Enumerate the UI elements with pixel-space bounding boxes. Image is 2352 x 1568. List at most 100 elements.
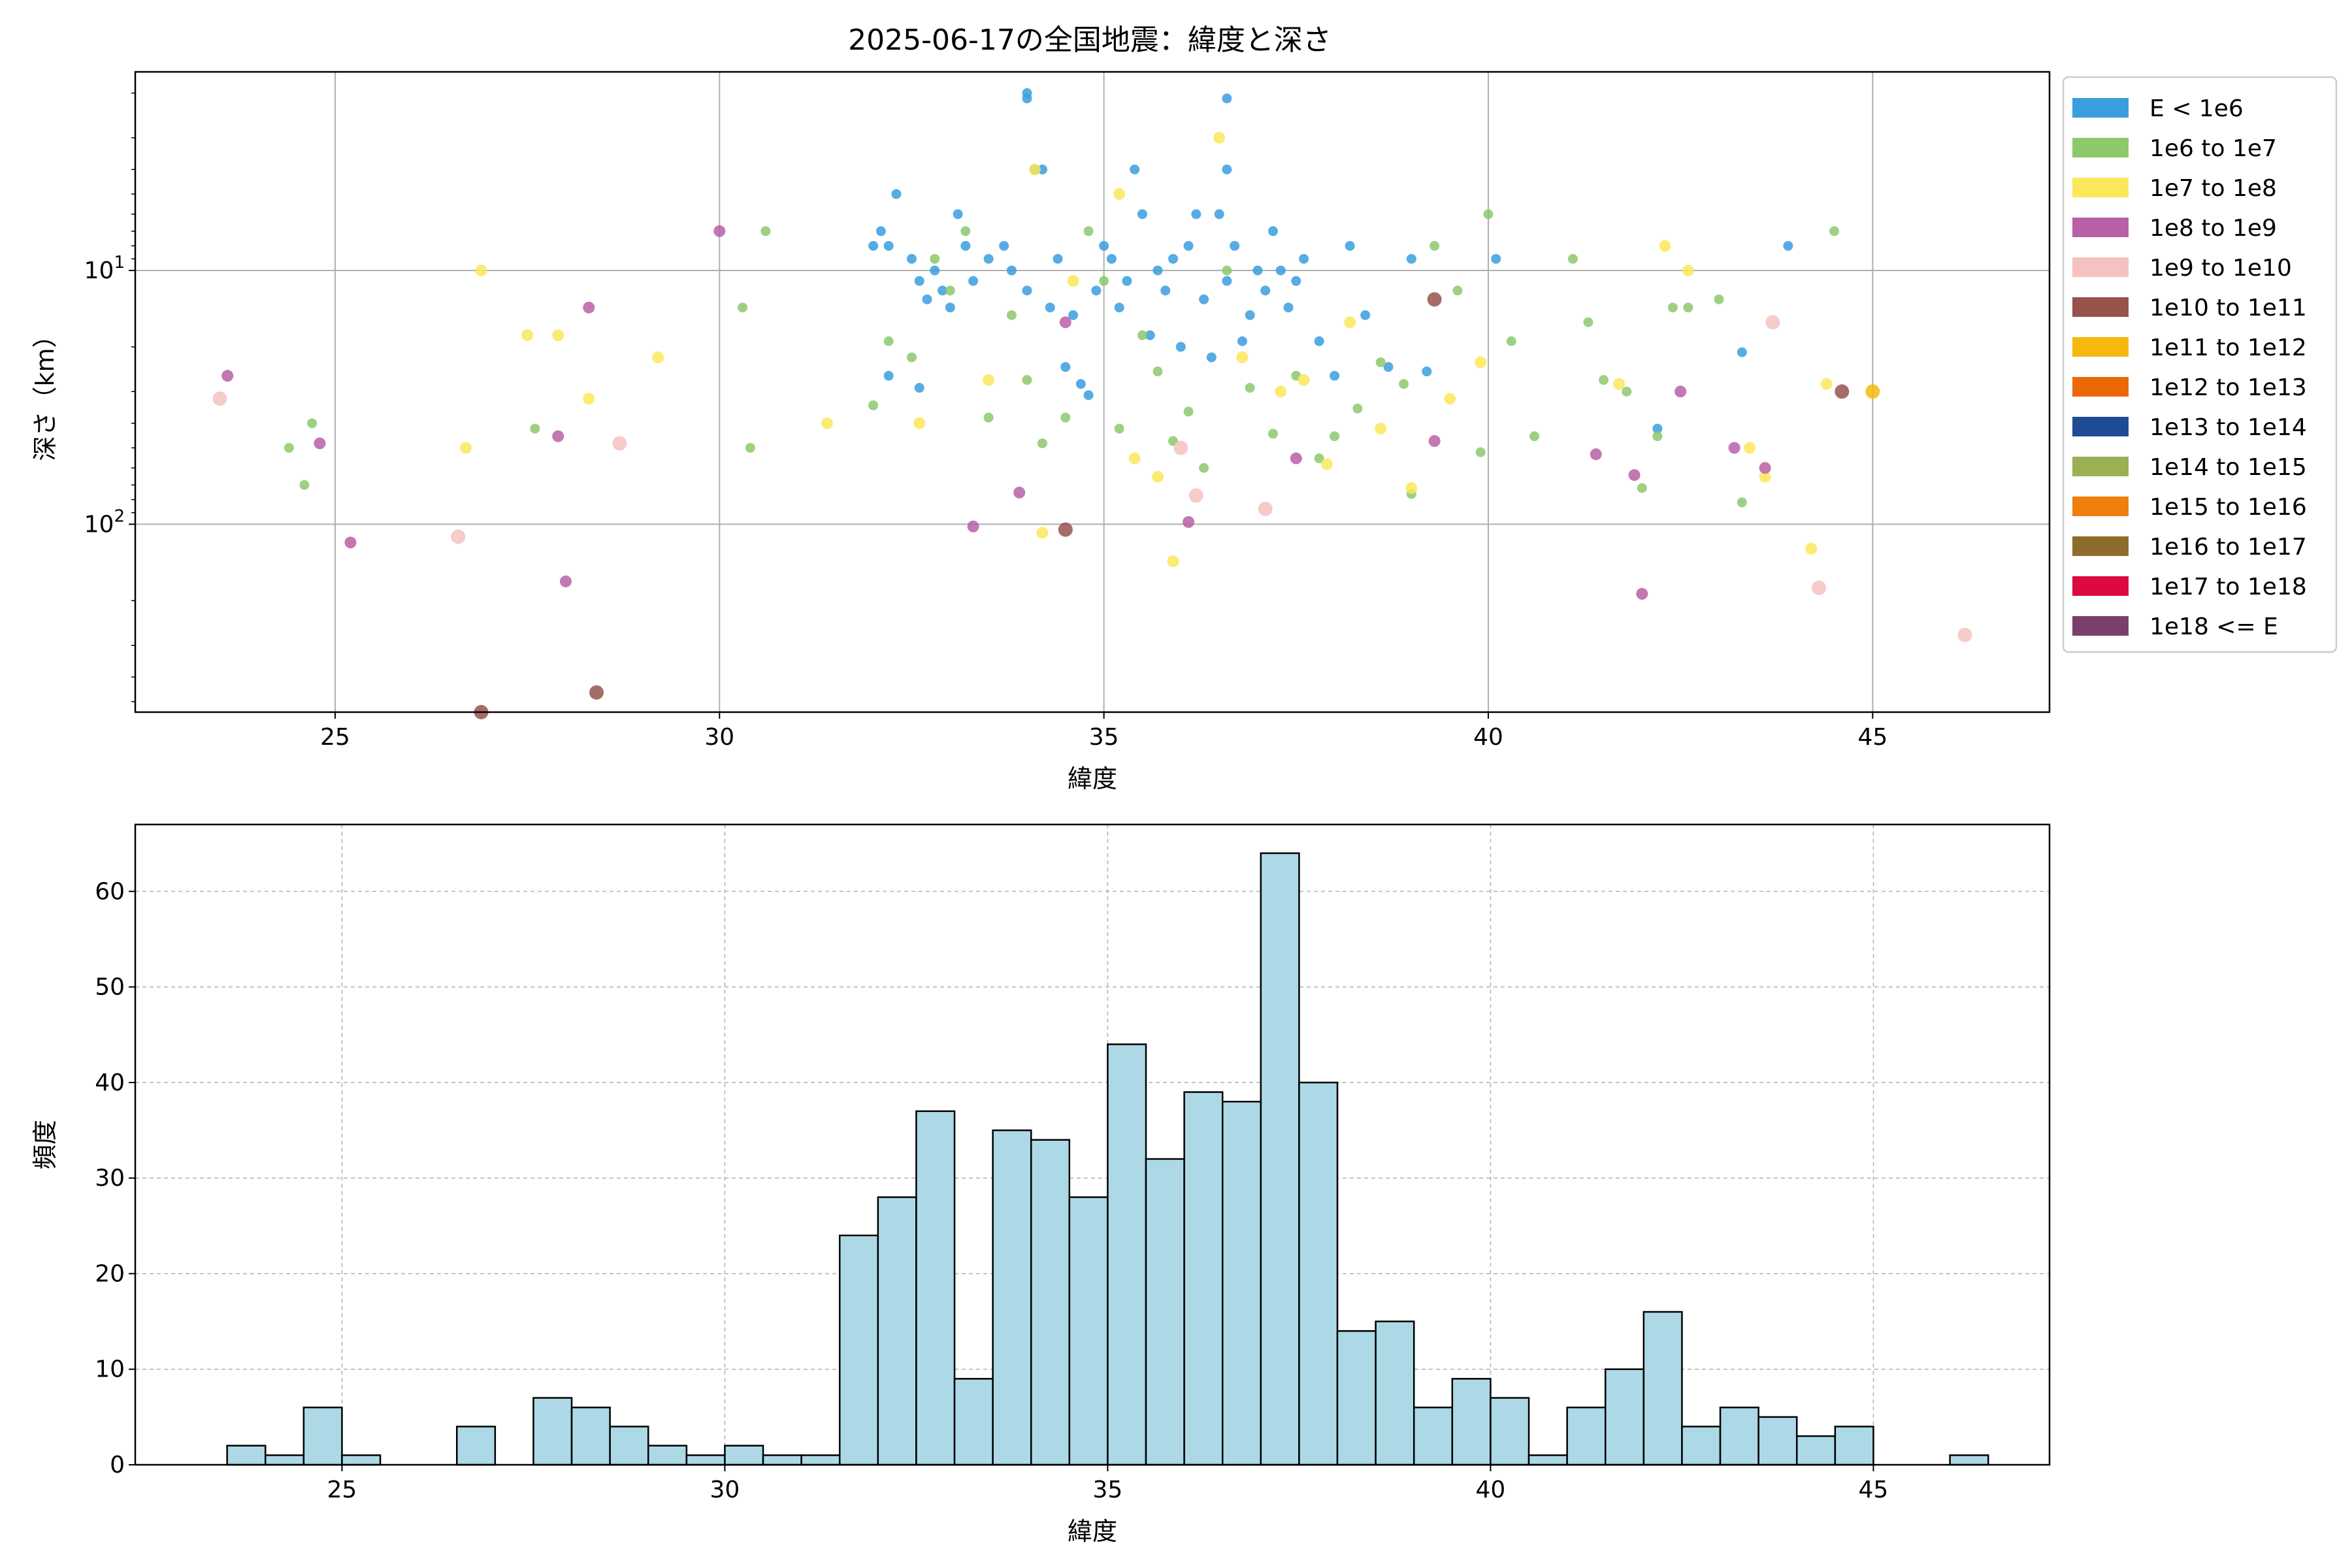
legend-label: 1e7 to 1e8 <box>2149 175 2277 202</box>
legend-swatch <box>2072 377 2129 397</box>
scatter-point <box>1213 131 1226 144</box>
scatter-point <box>1060 362 1071 372</box>
scatter-point <box>1173 440 1188 455</box>
scatter-point <box>745 442 755 453</box>
legend-swatch <box>2072 257 2129 277</box>
scatter-point <box>1068 310 1079 320</box>
histogram-xlabel: 緯度 <box>1068 1517 1117 1546</box>
scatter-legend: E < 1e6 1e6 to 1e7 1e7 to 1e8 1e8 to 1e9 1e9… <box>2062 76 2338 653</box>
histogram-y-tick-label: 10 <box>95 1356 125 1383</box>
histogram-bar <box>1719 1406 1759 1466</box>
scatter-point <box>459 442 472 454</box>
scatter-points <box>212 88 1972 719</box>
scatter-point <box>738 302 748 313</box>
scatter-point <box>1291 276 1301 286</box>
scatter-point <box>1137 209 1147 220</box>
scatter-point <box>1682 264 1694 276</box>
histogram-x-tick-label: 25 <box>327 1477 357 1503</box>
histogram-bar <box>724 1445 764 1466</box>
scatter-point <box>930 265 940 276</box>
histogram-ticks: 25 30 35 40 45 0 10 20 30 40 50 60 <box>95 878 1888 1503</box>
scatter-point <box>1298 374 1310 386</box>
scatter-point <box>1199 294 1209 304</box>
histogram-bar <box>1949 1454 1989 1466</box>
scatter-point <box>1145 330 1155 340</box>
histogram-bar <box>532 1397 573 1466</box>
histogram-bar <box>800 1454 841 1466</box>
scatter-point <box>1268 429 1279 439</box>
histogram-bar <box>838 1234 879 1466</box>
legend-label: 1e9 to 1e10 <box>2149 255 2292 282</box>
scatter-point <box>1083 390 1094 400</box>
scatter-point <box>1260 286 1271 296</box>
scatter-point <box>1230 240 1240 251</box>
scatter-point <box>1865 384 1880 399</box>
scatter-point <box>612 436 627 451</box>
scatter-point <box>1330 431 1340 442</box>
legend-swatch <box>2072 98 2129 118</box>
scatter-point <box>1475 356 1487 368</box>
scatter-point <box>1427 292 1442 307</box>
histogram-bar <box>570 1406 611 1466</box>
scatter-x-tick-label: 45 <box>1857 724 1887 751</box>
legend-label: 1e15 to 1e16 <box>2149 494 2307 521</box>
scatter-point <box>960 240 971 251</box>
histogram-bar <box>1107 1043 1147 1466</box>
histogram-bar <box>1834 1426 1874 1466</box>
histogram-bar <box>1336 1330 1377 1466</box>
histogram-bar <box>992 1129 1032 1466</box>
scatter-point <box>1659 240 1671 252</box>
scatter-point <box>967 520 979 532</box>
histogram-y-tick-label: 0 <box>110 1452 125 1478</box>
scatter-point <box>1168 253 1179 264</box>
scatter-point <box>1737 497 1747 508</box>
scatter-point <box>552 430 564 442</box>
legend-label: 1e17 to 1e18 <box>2149 574 2307 600</box>
scatter-point <box>1622 386 1632 397</box>
scatter-x-tick-label: 35 <box>1089 724 1119 751</box>
scatter-point <box>1759 470 1771 483</box>
scatter-point <box>868 400 879 410</box>
scatter-point <box>1245 383 1255 393</box>
scatter-point <box>1428 435 1441 448</box>
scatter-point <box>1236 351 1249 363</box>
scatter-point <box>1222 265 1232 276</box>
scatter-point <box>1835 384 1850 399</box>
histogram-bar <box>1681 1426 1722 1466</box>
legend-swatch <box>2072 138 2129 157</box>
scatter-point <box>221 370 234 382</box>
scatter-point <box>914 383 924 393</box>
scatter-point <box>552 329 564 342</box>
scatter-point <box>1744 442 1756 454</box>
legend-label: 1e11 to 1e12 <box>2149 335 2307 361</box>
scatter-point <box>1759 462 1771 474</box>
scatter-point <box>1099 276 1109 286</box>
scatter-point <box>1811 580 1826 595</box>
legend-swatch <box>2072 616 2129 636</box>
scatter-point <box>1028 163 1041 176</box>
scatter-point <box>1405 482 1418 494</box>
scatter-point <box>821 417 834 429</box>
legend-label: 1e10 to 1e11 <box>2149 295 2307 321</box>
scatter-point <box>1183 406 1194 417</box>
scatter-point <box>1283 302 1294 313</box>
scatter-point <box>1268 226 1279 237</box>
scatter-point <box>1083 226 1094 237</box>
scatter-point <box>1590 448 1602 461</box>
scatter-point <box>883 240 894 251</box>
legend-swatch <box>2072 178 2129 197</box>
scatter-point <box>344 536 357 549</box>
scatter-point <box>914 276 924 286</box>
histogram-bar <box>1413 1406 1454 1466</box>
scatter-point <box>1252 265 1263 276</box>
histogram-x-tick-label: 40 <box>1476 1477 1506 1503</box>
scatter-point <box>891 189 902 199</box>
scatter-point <box>1299 253 1309 264</box>
scatter-point <box>1737 347 1747 357</box>
scatter-point <box>1222 164 1232 174</box>
scatter-point <box>1314 453 1324 464</box>
scatter-point <box>1022 286 1032 296</box>
scatter-axes-frame <box>134 71 2051 713</box>
legend-label: 1e13 to 1e14 <box>2149 414 2307 441</box>
